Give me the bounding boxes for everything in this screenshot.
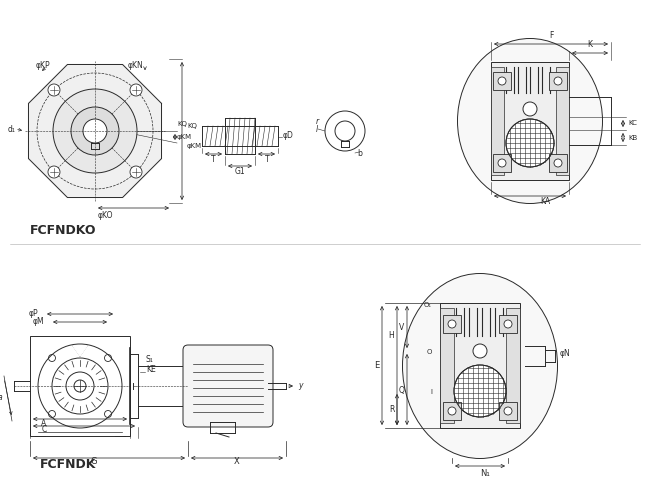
Bar (499, 402, 517, 420)
Text: r: r (315, 117, 318, 125)
Circle shape (506, 119, 554, 167)
Text: d₁: d₁ (7, 124, 15, 134)
Text: φKM: φKM (177, 134, 192, 140)
Circle shape (335, 121, 355, 141)
Text: φKN: φKN (127, 62, 143, 70)
Text: N₁: N₁ (480, 469, 490, 478)
Circle shape (130, 84, 142, 96)
Text: b: b (358, 150, 363, 158)
Bar (30, 336, 130, 436)
Text: X: X (234, 457, 240, 467)
Text: V: V (399, 323, 404, 331)
Polygon shape (29, 65, 161, 197)
Text: FCFNDKO: FCFNDKO (30, 225, 96, 238)
FancyBboxPatch shape (183, 345, 273, 427)
Text: KQ: KQ (187, 123, 197, 129)
Text: K: K (588, 40, 593, 50)
Text: KA: KA (540, 197, 550, 207)
Bar (440, 303, 520, 428)
Text: Q: Q (399, 385, 405, 395)
Text: G: G (91, 457, 98, 467)
Text: φKP: φKP (36, 62, 50, 70)
Text: T: T (211, 155, 215, 163)
Bar (493, 72, 511, 90)
Circle shape (48, 84, 60, 96)
Text: C: C (42, 426, 47, 434)
Bar (499, 315, 517, 333)
Text: φD: φD (283, 132, 294, 140)
Text: A: A (42, 418, 47, 428)
Text: E: E (374, 362, 380, 370)
Circle shape (473, 344, 487, 358)
Text: φM: φM (32, 317, 44, 327)
Text: S₁: S₁ (146, 355, 154, 364)
Circle shape (498, 159, 506, 167)
Bar (556, 67, 569, 175)
Circle shape (504, 320, 512, 328)
Circle shape (448, 407, 456, 415)
Circle shape (523, 102, 537, 116)
Text: a: a (0, 394, 3, 402)
Text: O: O (426, 349, 432, 355)
Ellipse shape (402, 274, 558, 458)
Circle shape (325, 111, 365, 151)
Circle shape (83, 119, 107, 143)
Circle shape (554, 159, 562, 167)
Text: H: H (388, 331, 394, 341)
Ellipse shape (458, 38, 603, 204)
Bar (549, 154, 567, 172)
Bar (506, 308, 520, 423)
Circle shape (71, 107, 119, 155)
Text: KB: KB (628, 135, 637, 141)
Text: T: T (265, 155, 269, 163)
Bar (491, 67, 504, 175)
Circle shape (504, 407, 512, 415)
Circle shape (448, 320, 456, 328)
Text: KC: KC (628, 120, 637, 126)
Text: φKO: φKO (98, 210, 112, 220)
Bar (443, 315, 461, 333)
Circle shape (498, 77, 506, 85)
Circle shape (454, 365, 506, 417)
Text: G1: G1 (235, 168, 245, 176)
Bar (493, 154, 511, 172)
Polygon shape (73, 346, 87, 356)
Text: φKM: φKM (187, 143, 202, 149)
Circle shape (53, 89, 137, 173)
Text: F: F (549, 32, 553, 40)
Text: y: y (298, 382, 302, 390)
Bar (491, 62, 569, 180)
Text: KE: KE (146, 365, 156, 375)
Text: φN: φN (560, 349, 571, 359)
Text: O₁: O₁ (424, 302, 432, 308)
Bar (443, 402, 461, 420)
Circle shape (48, 166, 60, 178)
Bar (440, 308, 454, 423)
Text: KQ: KQ (177, 121, 187, 127)
Circle shape (130, 166, 142, 178)
Bar (549, 72, 567, 90)
Text: FCFNDK: FCFNDK (40, 457, 96, 470)
Text: φP: φP (29, 310, 38, 318)
Text: R: R (389, 405, 395, 415)
Text: I: I (430, 389, 432, 395)
Circle shape (554, 77, 562, 85)
Text: l: l (316, 124, 318, 134)
